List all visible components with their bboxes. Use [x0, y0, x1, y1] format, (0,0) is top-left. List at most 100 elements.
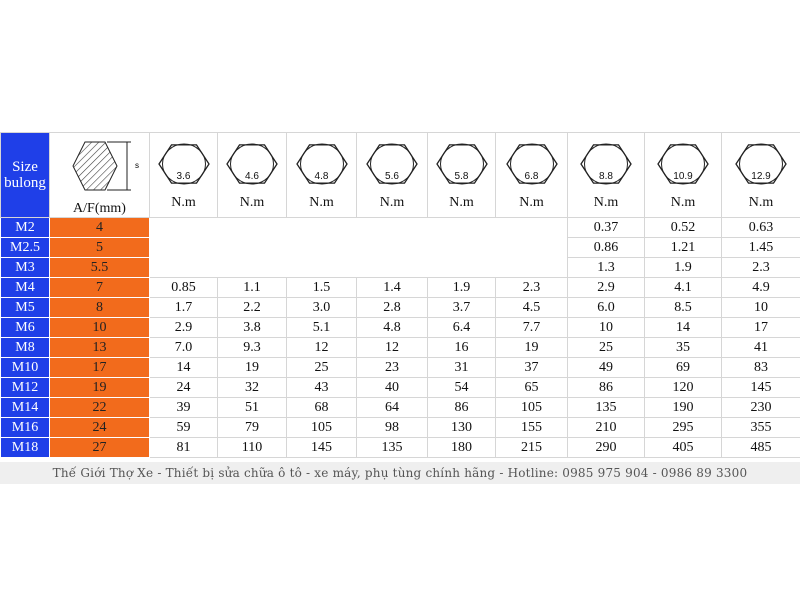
torque-cell: 135	[567, 397, 645, 418]
torque-cell: 130	[427, 417, 496, 438]
grade-icon: 3.6	[151, 137, 217, 191]
size-cell: M2.5	[0, 237, 50, 258]
torque-cell: 1.45	[721, 237, 800, 258]
torque-cell: 0.37	[567, 217, 645, 238]
torque-cell: 2.8	[356, 297, 428, 318]
torque-cell: 2.9	[149, 317, 218, 338]
torque-cell: 9.3	[217, 337, 287, 358]
torque-cell: 49	[567, 357, 645, 378]
torque-cell: 83	[721, 357, 800, 378]
data-row: M14 22 39 51 68 64 86 105 135 190 230	[0, 397, 800, 418]
grade-icon: 4.8	[288, 137, 356, 191]
torque-cell: 135	[356, 437, 428, 458]
size-header: Size bulong	[0, 132, 50, 218]
data-row: M10 17 14 19 25 23 31 37 49 69 83	[0, 357, 800, 378]
torque-cell: 2.3	[721, 257, 800, 278]
torque-cell: 35	[644, 337, 722, 358]
torque-cell: 41	[721, 337, 800, 358]
torque-cell: 3.8	[217, 317, 287, 338]
torque-cell: 6.4	[427, 317, 496, 338]
torque-cell: 0.52	[644, 217, 722, 238]
torque-cell: 1.7	[149, 297, 218, 318]
torque-cell: 25	[567, 337, 645, 358]
svg-text:s: s	[135, 161, 139, 170]
torque-cell: 1.9	[427, 277, 496, 298]
torque-cell: 12	[286, 337, 357, 358]
footer: Thế Giới Thợ Xe - Thiết bị sửa chữa ô tô…	[0, 462, 800, 484]
torque-cell: 105	[286, 417, 357, 438]
af-cell: 17	[49, 357, 150, 378]
torque-cell: 65	[495, 377, 568, 398]
torque-cell: 145	[721, 377, 800, 398]
torque-cell: 79	[217, 417, 287, 438]
size-cell: M2	[0, 217, 50, 238]
torque-cell: 290	[567, 437, 645, 458]
torque-cell: 180	[427, 437, 496, 458]
torque-cell: 32	[217, 377, 287, 398]
torque-cell: 3.7	[427, 297, 496, 318]
torque-cell: 17	[721, 317, 800, 338]
torque-cell: 12	[356, 337, 428, 358]
size-cell: M16	[0, 417, 50, 438]
nut-diagram: s	[71, 141, 139, 191]
grade-label: 3.6	[176, 171, 191, 182]
torque-cell: 69	[644, 357, 722, 378]
torque-cell: 355	[721, 417, 800, 438]
grade-label: 8.8	[599, 171, 613, 182]
torque-cell: 190	[644, 397, 722, 418]
data-row: M6 10 2.9 3.8 5.1 4.8 6.4 7.7 10 14 17	[0, 317, 800, 338]
grade-header: 10.9 N.m	[644, 132, 722, 218]
torque-cell: 405	[644, 437, 722, 458]
grade-icon: 5.8	[429, 137, 495, 191]
torque-cell: 24	[149, 377, 218, 398]
grade-label: 4.8	[314, 171, 329, 182]
data-row: M2.5 5 0.86 1.21 1.45	[0, 237, 800, 258]
torque-cell: 4.9	[721, 277, 800, 298]
af-header: s A/F(mm)	[49, 132, 150, 218]
af-cell: 13	[49, 337, 150, 358]
torque-cell: 25	[286, 357, 357, 378]
torque-cell: 5.1	[286, 317, 357, 338]
unit-label: N.m	[670, 195, 696, 210]
grade-header: 3.6 N.m	[149, 132, 218, 218]
size-cell: M18	[0, 437, 50, 458]
af-cell: 10	[49, 317, 150, 338]
unit-label: N.m	[449, 195, 474, 210]
torque-cell: 64	[356, 397, 428, 418]
data-row: M4 7 0.85 1.1 1.5 1.4 1.9 2.3 2.9 4.1 4.9	[0, 277, 800, 298]
size-cell: M12	[0, 377, 50, 398]
torque-cell: 86	[427, 397, 496, 418]
torque-cell: 31	[427, 357, 496, 378]
torque-cell: 215	[495, 437, 568, 458]
torque-cell: 16	[427, 337, 496, 358]
torque-cell: 1.21	[644, 237, 722, 258]
torque-cell: 2.9	[567, 277, 645, 298]
torque-cell: 19	[495, 337, 568, 358]
af-cell: 5	[49, 237, 150, 258]
torque-cell: 155	[495, 417, 568, 438]
af-cell: 27	[49, 437, 150, 458]
af-label: A/F(mm)	[73, 201, 126, 216]
torque-cell: 230	[721, 397, 800, 418]
data-row: M18 27 81 110 145 135 180 215 290 405 485	[0, 437, 800, 458]
torque-cell: 40	[356, 377, 428, 398]
blank-cell	[150, 218, 568, 278]
grade-header: 8.8 N.m	[567, 132, 645, 218]
torque-cell: 120	[644, 377, 722, 398]
af-cell: 24	[49, 417, 150, 438]
torque-cell: 2.2	[217, 297, 287, 318]
af-cell: 5.5	[49, 257, 150, 278]
grade-header: 12.9 N.m	[721, 132, 800, 218]
hex-icon	[505, 143, 558, 185]
torque-cell: 59	[149, 417, 218, 438]
torque-cell: 1.5	[286, 277, 357, 298]
torque-cell: 6.0	[567, 297, 645, 318]
grade-label: 10.9	[673, 171, 693, 182]
grade-header: 4.8 N.m	[286, 132, 357, 218]
unit-label: N.m	[309, 195, 334, 210]
torque-cell: 4.8	[356, 317, 428, 338]
torque-cell: 14	[149, 357, 218, 378]
torque-cell: 1.1	[217, 277, 287, 298]
grade-header: 5.6 N.m	[356, 132, 428, 218]
